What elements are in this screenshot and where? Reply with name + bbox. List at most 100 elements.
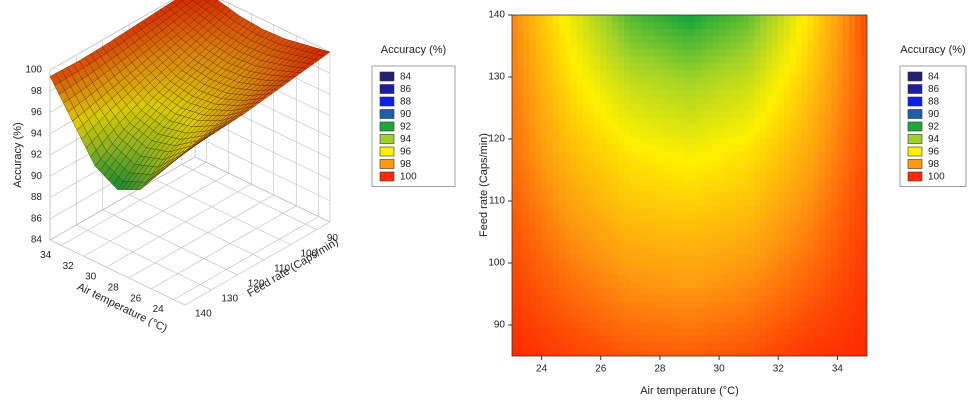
contour-cell <box>542 233 548 240</box>
contour-cell <box>530 192 536 199</box>
contour-cell <box>826 192 832 199</box>
contour-cell <box>690 151 696 158</box>
contour-cell <box>559 336 565 343</box>
contour-cell <box>778 97 784 104</box>
contour-cell <box>678 267 684 274</box>
contour-cell <box>755 288 761 295</box>
contour-cell <box>843 288 849 295</box>
contour-cell <box>855 336 861 343</box>
contour-cell <box>701 288 707 295</box>
contour-cell <box>684 336 690 343</box>
contour-cell <box>713 76 719 83</box>
contour-cell <box>684 42 690 49</box>
contour-cell <box>772 267 778 274</box>
contour-cell <box>843 15 849 22</box>
contour-cell <box>601 151 607 158</box>
contour-cell <box>719 220 725 227</box>
contour-cell <box>695 165 701 172</box>
contour-cell <box>784 329 790 336</box>
contour-cell <box>772 138 778 145</box>
contour-cell <box>571 322 577 329</box>
contour-cell <box>843 274 849 281</box>
contour-cell <box>855 267 861 274</box>
contour-cell <box>654 349 660 356</box>
contour-cell <box>713 29 719 36</box>
contour-cell <box>855 90 861 97</box>
contour-cell <box>630 49 636 56</box>
contour-cell <box>601 254 607 261</box>
contour-cell <box>613 315 619 322</box>
contour-cell <box>837 226 843 233</box>
contour-cell <box>536 186 542 193</box>
contour-cell <box>530 261 536 268</box>
contour-cell <box>784 261 790 268</box>
contour-cell <box>518 138 524 145</box>
contour-cell <box>595 336 601 343</box>
contour-cell <box>713 124 719 131</box>
contour-cell <box>761 15 767 22</box>
contour-cell <box>565 15 571 22</box>
contour-cell <box>855 233 861 240</box>
contour-cell <box>849 206 855 213</box>
contour-cell <box>772 63 778 70</box>
contour-cell <box>648 301 654 308</box>
contour-cell <box>743 267 749 274</box>
contour-cell <box>707 49 713 56</box>
contour-cell <box>595 186 601 193</box>
contour-cell <box>743 226 749 233</box>
contour-cell <box>713 226 719 233</box>
contour-cell <box>690 206 696 213</box>
contour-cell <box>725 349 731 356</box>
contour-cell <box>630 301 636 308</box>
contour-cell <box>642 131 648 138</box>
contour-cell <box>820 22 826 29</box>
contour-cell <box>778 199 784 206</box>
contour-cell <box>772 179 778 186</box>
contour-cell <box>701 281 707 288</box>
contour-cell <box>542 49 548 56</box>
contour-cell <box>707 254 713 261</box>
contour-cell <box>690 288 696 295</box>
contour-cell <box>749 117 755 124</box>
contour-cell <box>701 15 707 22</box>
contour-cell <box>772 165 778 172</box>
contour-cell <box>518 240 524 247</box>
contour-cell <box>855 145 861 152</box>
contour-cell <box>719 90 725 97</box>
contour-cell <box>796 90 802 97</box>
contour-cell <box>601 261 607 268</box>
contour-cell <box>536 49 542 56</box>
contour-cell <box>778 83 784 90</box>
contour-cell <box>832 342 838 349</box>
contour-cell <box>849 165 855 172</box>
contour-cell <box>654 90 660 97</box>
contour-cell <box>518 110 524 117</box>
contour-cell <box>861 349 867 356</box>
contour-cell <box>613 15 619 22</box>
contour-cell <box>855 172 861 179</box>
contour-cell <box>837 35 843 42</box>
contour-cell <box>837 63 843 70</box>
contour-cell <box>666 186 672 193</box>
contour-cell <box>707 220 713 227</box>
contour-cell <box>624 70 630 77</box>
contour-cell <box>613 97 619 104</box>
contour-cell <box>530 117 536 124</box>
contour-cell <box>530 233 536 240</box>
contour-cell <box>737 110 743 117</box>
contour-cell <box>855 226 861 233</box>
contour-cell <box>636 186 642 193</box>
contour-cell <box>743 70 749 77</box>
contour-cell <box>589 233 595 240</box>
contour-cell <box>512 206 518 213</box>
contour-cell <box>814 70 820 77</box>
contour-cell <box>790 63 796 70</box>
contour-cell <box>559 281 565 288</box>
contour-cell <box>542 274 548 281</box>
contour-cell <box>796 322 802 329</box>
contour-cell <box>749 35 755 42</box>
legend-label: 94 <box>928 134 940 145</box>
contour-cell <box>820 124 826 131</box>
contour-cell <box>648 267 654 274</box>
contour-cell <box>832 83 838 90</box>
